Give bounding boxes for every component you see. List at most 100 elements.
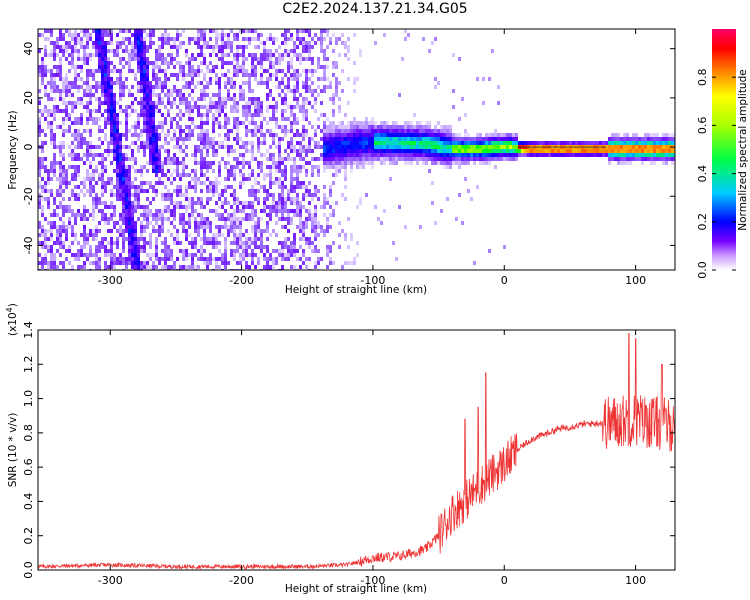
heatmap-cell [161, 61, 164, 65]
heatmap-cell [203, 249, 206, 253]
heatmap-cell [269, 117, 272, 121]
heatmap-cell [173, 161, 176, 165]
heatmap-cell [401, 133, 404, 137]
heatmap-cell [350, 121, 353, 125]
heatmap-cell [200, 181, 203, 185]
heatmap-cell [125, 205, 128, 209]
heatmap-cell [320, 77, 323, 81]
heatmap-cell [83, 265, 86, 269]
heatmap-cell [83, 253, 86, 257]
heatmap-cell [167, 41, 170, 45]
heatmap-cell [257, 145, 260, 149]
heatmap-cell [65, 249, 68, 253]
heatmap-cell [431, 129, 434, 133]
heatmap-cell [89, 73, 92, 77]
heatmap-cell [290, 141, 293, 145]
heatmap-cell [290, 177, 293, 181]
heatmap-cell [248, 149, 251, 153]
heatmap-cell [194, 101, 197, 105]
heatmap-cell [335, 149, 338, 153]
heatmap-cell [650, 157, 653, 161]
heatmap-cell [191, 89, 194, 93]
heatmap-cell [182, 69, 185, 73]
heatmap-cell [362, 129, 365, 133]
heatmap-cell [275, 169, 278, 173]
heatmap-cell [452, 141, 455, 145]
heatmap-cell [62, 181, 65, 185]
heatmap-cell [86, 145, 89, 149]
heatmap-cell [305, 193, 308, 197]
heatmap-cell [305, 161, 308, 165]
heatmap-cell [269, 185, 272, 189]
heatmap-cell [506, 153, 509, 157]
heatmap-cell [341, 149, 344, 153]
heatmap-cell [125, 193, 128, 197]
heatmap-cell [533, 153, 536, 157]
heatmap-cell [395, 133, 398, 137]
heatmap-cell [146, 137, 149, 141]
heatmap-cell [344, 233, 347, 237]
heatmap-cell [314, 225, 317, 229]
heatmap-cell [131, 221, 134, 225]
heatmap-cell [359, 137, 362, 141]
heatmap-cell [497, 85, 500, 89]
heatmap-cell [167, 113, 170, 117]
heatmap-cell [335, 77, 338, 81]
heatmap-cell [305, 153, 308, 157]
heatmap-cell [347, 245, 350, 249]
heatmap-cell [290, 109, 293, 113]
heatmap-cell [161, 97, 164, 101]
heatmap-cell [104, 157, 107, 161]
heatmap-cell [179, 201, 182, 205]
heatmap-cell [56, 229, 59, 233]
heatmap-cell [83, 53, 86, 57]
heatmap-cell [101, 237, 104, 241]
heatmap-cell [341, 121, 344, 125]
heatmap-cell [47, 69, 50, 73]
heatmap-cell [38, 197, 41, 201]
heatmap-cell [428, 149, 431, 153]
heatmap-cell [503, 133, 506, 137]
heatmap-cell [113, 145, 116, 149]
heatmap-cell [548, 149, 551, 153]
heatmap-cell [419, 137, 422, 141]
heatmap-cell [107, 117, 110, 121]
heatmap-cell [140, 221, 143, 225]
heatmap-cell [545, 149, 548, 153]
heatmap-cell [182, 257, 185, 261]
heatmap-cell [230, 169, 233, 173]
heatmap-cell [305, 85, 308, 89]
heatmap-cell [488, 141, 491, 145]
heatmap-cell [353, 141, 356, 145]
y-tick-label: 0.8 [22, 424, 35, 442]
heatmap-cell [266, 93, 269, 97]
heatmap-cell [185, 165, 188, 169]
heatmap-cell [659, 137, 662, 141]
heatmap-cell [56, 249, 59, 253]
heatmap-cell [50, 261, 53, 265]
heatmap-cell [311, 37, 314, 41]
snr-x-ticks: -300 -200 -100 0 100 [98, 330, 646, 587]
heatmap-cell [155, 101, 158, 105]
heatmap-cell [344, 141, 347, 145]
heatmap-cell [77, 157, 80, 161]
heatmap-cell [86, 73, 89, 77]
heatmap-cell [158, 217, 161, 221]
heatmap-cell [77, 41, 80, 45]
heatmap-cell [242, 205, 245, 209]
heatmap-cell [497, 133, 500, 137]
heatmap-cell [305, 89, 308, 93]
heatmap-cell [332, 113, 335, 117]
heatmap-cell [104, 205, 107, 209]
heatmap-cell [182, 265, 185, 269]
heatmap-cell [269, 205, 272, 209]
heatmap-cell [74, 193, 77, 197]
heatmap-cell [74, 37, 77, 41]
heatmap-cell [263, 185, 266, 189]
heatmap-cell [170, 37, 173, 41]
heatmap-cell [146, 253, 149, 257]
heatmap-cell [392, 121, 395, 125]
heatmap-cell [671, 157, 674, 161]
heatmap-cell [107, 61, 110, 65]
heatmap-cell [80, 41, 83, 45]
